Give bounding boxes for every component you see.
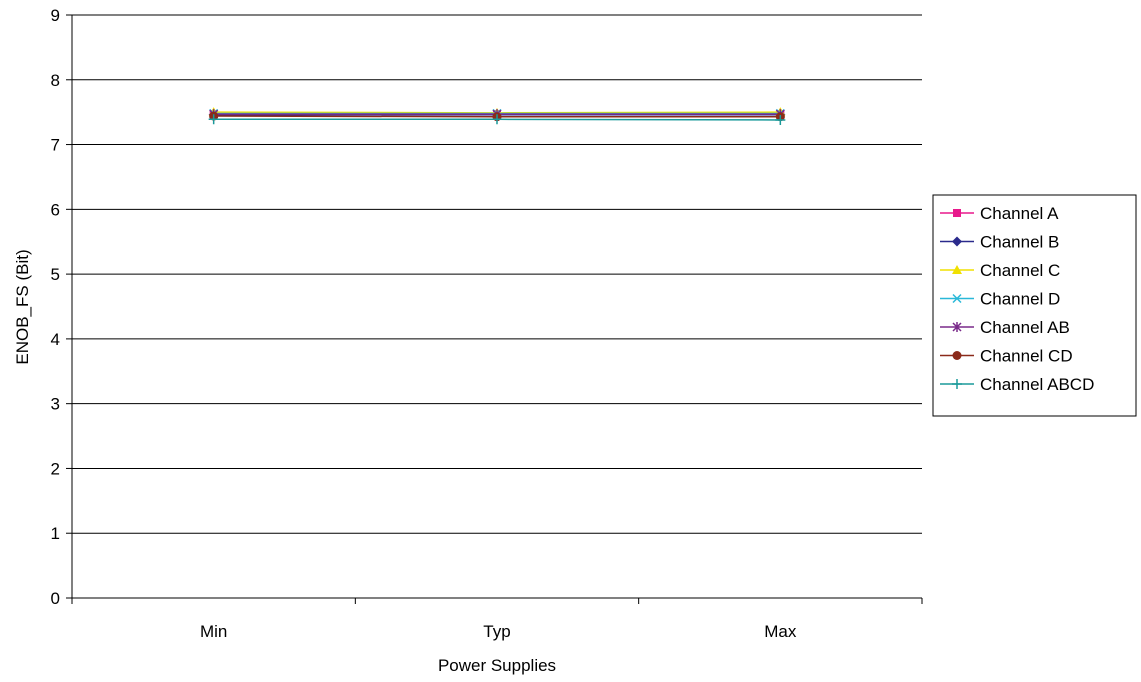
axes: 0 1 2 3 4 5 6 7 8 9 Min Typ Max bbox=[51, 6, 923, 641]
legend: Channel A Channel B Channel C Channel D Chan… bbox=[932, 194, 1137, 417]
legend-label: Channel C bbox=[980, 261, 1060, 280]
x-tick-label: Max bbox=[764, 622, 797, 641]
y-tick-label: 5 bbox=[51, 265, 60, 284]
y-tick-label: 6 bbox=[51, 200, 60, 219]
plot-series bbox=[208, 107, 786, 125]
y-axis-title: ENOB_FS (Bit) bbox=[13, 249, 32, 364]
x-axis-title: Power Supplies bbox=[438, 656, 556, 675]
legend-box bbox=[932, 194, 1137, 417]
legend-swatch-marker bbox=[952, 265, 962, 274]
grid-lines bbox=[72, 14, 922, 534]
legend-item: Channel B bbox=[940, 233, 1059, 252]
legend-swatch-marker bbox=[952, 293, 962, 304]
legend-item: Channel AB bbox=[940, 318, 1070, 337]
legend-item: Channel ABCD bbox=[940, 375, 1094, 394]
legend-swatch-marker bbox=[952, 322, 962, 332]
x-tick-label: Typ bbox=[483, 622, 510, 641]
legend-label: Channel A bbox=[980, 204, 1059, 223]
legend-swatch-marker bbox=[952, 379, 962, 389]
y-tick-label: 8 bbox=[51, 71, 60, 90]
x-tick-label: Min bbox=[200, 622, 227, 641]
y-tick-label: 7 bbox=[51, 136, 60, 155]
legend-item: Channel D bbox=[940, 290, 1060, 309]
series-channel-abcd bbox=[208, 114, 786, 125]
y-tick-label: 1 bbox=[51, 524, 60, 543]
legend-label: Channel CD bbox=[980, 347, 1073, 366]
legend-item: Channel CD bbox=[940, 347, 1073, 366]
y-tick-label: 4 bbox=[51, 330, 60, 349]
data-point bbox=[492, 114, 502, 125]
y-tick-label: 2 bbox=[51, 459, 60, 478]
legend-label: Channel D bbox=[980, 290, 1060, 309]
y-tick-label: 9 bbox=[51, 6, 60, 25]
legend-label: Channel ABCD bbox=[980, 375, 1094, 394]
y-tick-label: 0 bbox=[51, 589, 60, 608]
legend-item: Channel A bbox=[940, 204, 1059, 223]
data-point bbox=[208, 114, 219, 125]
legend-swatch-marker bbox=[953, 209, 961, 217]
y-tick-label: 3 bbox=[51, 395, 60, 414]
legend-swatch-marker bbox=[952, 351, 962, 360]
legend-label: Channel AB bbox=[980, 318, 1070, 337]
legend-item: Channel C bbox=[940, 261, 1060, 280]
legend-swatch-marker bbox=[952, 236, 962, 247]
legend-label: Channel B bbox=[980, 233, 1059, 252]
data-point bbox=[775, 114, 786, 125]
